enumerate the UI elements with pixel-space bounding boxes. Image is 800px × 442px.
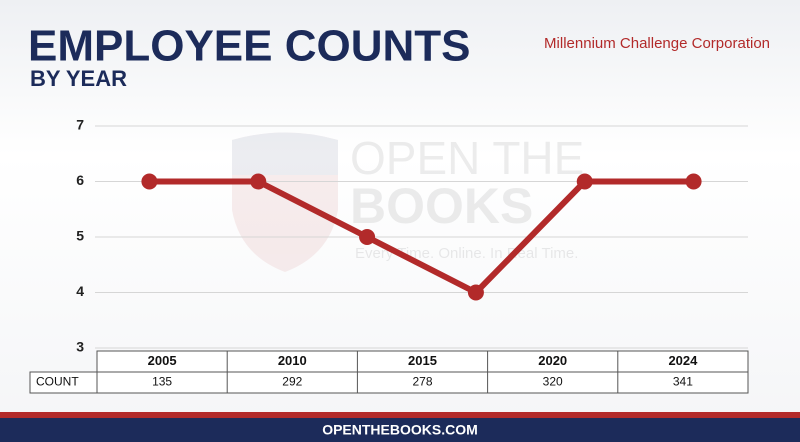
point	[467, 284, 484, 301]
footer-band	[0, 418, 800, 442]
column-header: 2010	[278, 353, 307, 368]
line	[149, 178, 694, 296]
point	[576, 173, 593, 190]
watermark-text: BOOKS	[350, 178, 533, 234]
point	[685, 173, 702, 190]
y-tick-label: 6	[76, 172, 84, 188]
y-tick-label: 4	[76, 283, 84, 299]
table-box	[29, 371, 749, 394]
y-tick-label: 7	[76, 117, 84, 133]
table-value: 292	[282, 375, 302, 389]
point	[141, 173, 158, 190]
table-value: 278	[412, 375, 432, 389]
point	[250, 173, 267, 190]
watermark-text: OPEN THE	[350, 132, 584, 184]
column-header: 2015	[408, 353, 437, 368]
chart-subtitle: BY YEAR	[30, 66, 127, 91]
column-header: 2024	[668, 353, 698, 368]
chart-title: EMPLOYEE COUNTS	[28, 22, 471, 71]
table-value: 341	[673, 375, 693, 389]
table-value: 135	[152, 375, 172, 389]
y-tick-label: 3	[76, 339, 84, 355]
organization: Millennium Challenge Corporation	[544, 35, 770, 52]
footer-stripe	[0, 412, 800, 418]
y-tick-label: 5	[76, 228, 84, 244]
column-header: 2020	[538, 353, 567, 368]
table-value: 320	[543, 375, 563, 389]
footer-text: OPENTHEBOOKS.COM	[322, 422, 478, 438]
point	[359, 229, 376, 245]
column-header: 2005	[148, 353, 177, 368]
row-label: COUNT	[36, 375, 79, 389]
